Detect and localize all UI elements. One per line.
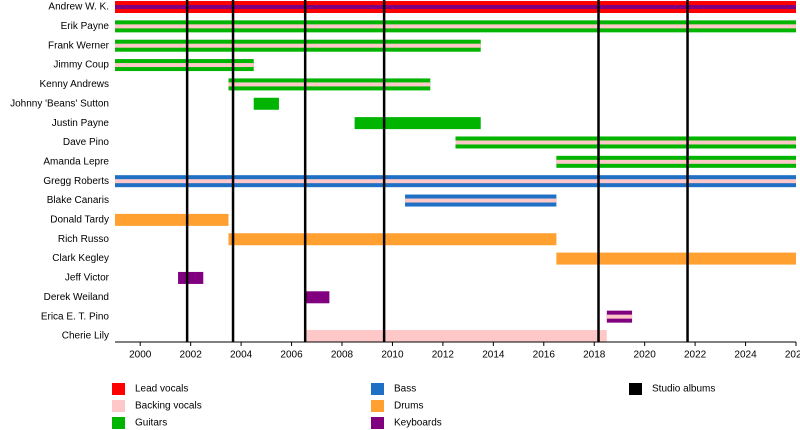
x-tick-label: 2000	[129, 350, 152, 361]
member-label: Derek Weiland	[44, 292, 109, 303]
x-tick-label: 2026	[785, 350, 800, 361]
x-tick-label: 2018	[583, 350, 606, 361]
legend-label: Drums	[394, 401, 423, 412]
x-tick-label: 2010	[381, 350, 404, 361]
member-label: Donald Tardy	[50, 215, 109, 226]
member-label: Erik Payne	[61, 21, 110, 32]
member-label: Johnny 'Beans' Sutton	[10, 98, 109, 109]
role-bar	[228, 233, 557, 246]
role-bar	[178, 271, 204, 284]
x-tick-label: 2024	[734, 350, 757, 361]
legend-swatch	[371, 400, 384, 412]
role-bar	[354, 117, 481, 130]
secondary-role-bar	[455, 140, 796, 145]
secondary-role-bar	[115, 63, 254, 68]
legend-label: Guitars	[135, 418, 167, 429]
secondary-role-bar	[115, 24, 796, 29]
legend-label: Studio albums	[652, 384, 715, 395]
x-tick-label: 2004	[230, 350, 253, 361]
legend-swatch	[112, 400, 125, 412]
x-tick-label: 2012	[432, 350, 455, 361]
x-tick-label: 2008	[331, 350, 354, 361]
legend-swatch	[371, 383, 384, 395]
x-tick-label: 2020	[634, 350, 657, 361]
legend-swatch	[629, 383, 642, 395]
member-label: Dave Pino	[63, 137, 110, 148]
secondary-role-bar	[115, 43, 481, 48]
x-tick-label: 2016	[533, 350, 556, 361]
member-label: Blake Canaris	[47, 195, 109, 206]
legend-swatch	[112, 383, 125, 395]
member-label: Jeff Victor	[65, 273, 110, 284]
secondary-role-bar	[115, 179, 796, 184]
role-bar	[253, 97, 279, 110]
role-bar	[556, 252, 796, 265]
member-label: Erica E. T. Pino	[41, 311, 110, 322]
member-label: Jimmy Coup	[53, 60, 109, 71]
role-bar	[304, 330, 607, 342]
legend-label: Keyboards	[394, 418, 442, 429]
secondary-role-bar	[115, 5, 796, 9]
x-tick-label: 2002	[180, 350, 203, 361]
member-label: Andrew W. K.	[48, 2, 109, 13]
role-bar	[304, 291, 330, 304]
legend-label: Lead vocals	[135, 384, 188, 395]
secondary-role-bar	[228, 82, 431, 87]
member-label: Cherie Lily	[62, 331, 109, 342]
x-tick-label: 2022	[684, 350, 707, 361]
x-tick-label: 2014	[482, 350, 505, 361]
member-label: Gregg Roberts	[43, 176, 109, 187]
secondary-role-bar	[606, 314, 633, 319]
member-label: Amanda Lepre	[43, 156, 109, 167]
member-label: Clark Kegley	[52, 253, 109, 264]
legend-label: Backing vocals	[135, 401, 202, 412]
legend-swatch	[371, 417, 384, 429]
role-bar	[115, 213, 229, 226]
secondary-role-bar	[556, 159, 796, 164]
legend-swatch	[112, 417, 125, 429]
member-label: Justin Payne	[52, 118, 110, 129]
secondary-role-bar	[405, 198, 557, 203]
member-label: Kenny Andrews	[40, 79, 110, 90]
member-label: Rich Russo	[58, 234, 110, 245]
legend-label: Bass	[394, 384, 416, 395]
x-tick-label: 2006	[280, 350, 303, 361]
member-label: Frank Werner	[48, 40, 110, 51]
